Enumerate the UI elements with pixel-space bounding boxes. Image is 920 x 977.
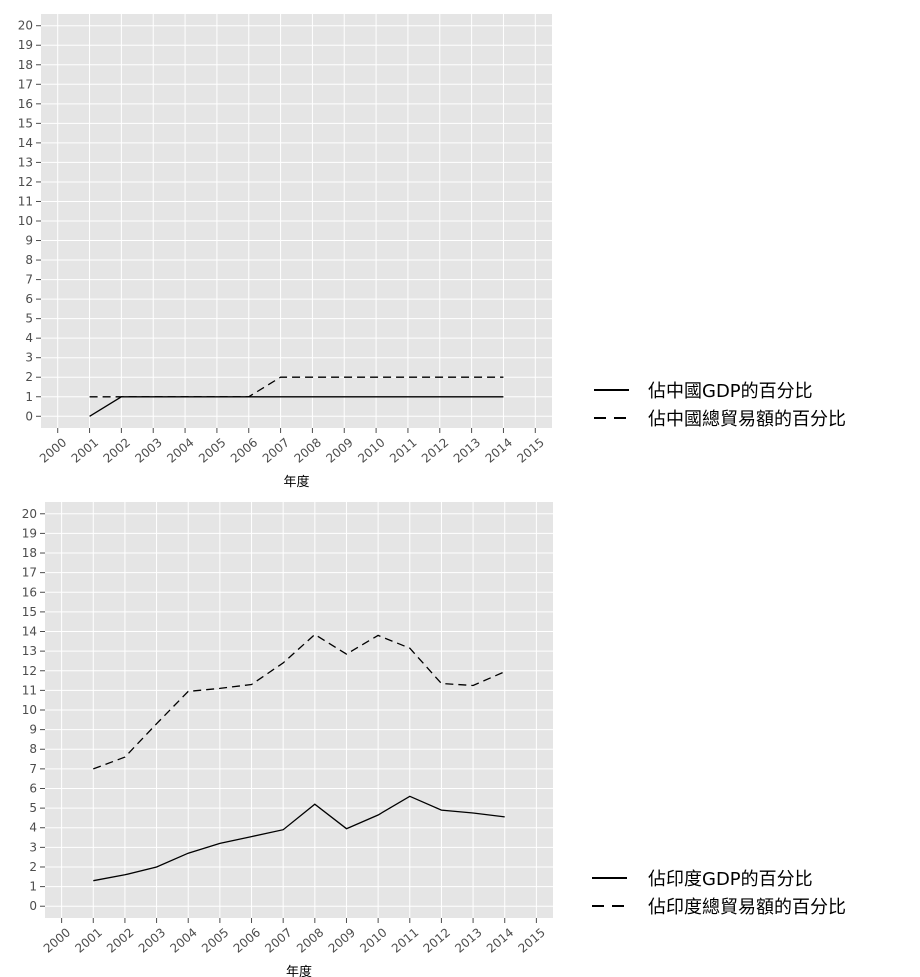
y-tick-label: 4: [25, 331, 33, 345]
y-tick-label: 10: [18, 214, 33, 228]
grid: [41, 14, 552, 428]
legend-label: 佔中國總貿易額的百分比: [648, 409, 846, 430]
x-tick-label: 2003: [136, 925, 168, 955]
x-tick-label: 2001: [72, 925, 104, 955]
series-line-dashed: [93, 633, 505, 770]
x-tick-label: 2006: [231, 925, 263, 955]
x-tick-label: 2012: [421, 925, 453, 955]
y-tick-label: 5: [25, 312, 33, 326]
y-tick-label: 11: [22, 683, 37, 697]
x-tick-label: 2003: [132, 435, 164, 465]
x-tick-label: 2014: [484, 925, 516, 955]
y-tick-label: 7: [29, 762, 37, 776]
x-tick-label: 2005: [196, 435, 228, 465]
y-tick-label: 18: [22, 546, 37, 560]
x-tick-label: 2012: [419, 435, 451, 465]
x-tick-label: 2010: [357, 925, 389, 955]
y-tick-label: 11: [18, 194, 33, 208]
y-tick-label: 18: [18, 58, 33, 72]
y-tick-label: 19: [18, 38, 33, 52]
y-tick-label: 6: [25, 292, 33, 306]
y-tick-label: 3: [25, 351, 33, 365]
legend-label: 佔印度GDP的百分比: [648, 869, 813, 890]
x-tick-label: 2002: [104, 925, 136, 955]
x-tick-label: 2011: [389, 925, 421, 955]
x-tick-label: 2001: [69, 435, 101, 465]
y-tick-label: 17: [22, 566, 37, 580]
y-tick-label: 12: [22, 664, 37, 678]
x-tick-label: 2013: [451, 435, 483, 465]
x-tick-label: 2004: [167, 925, 199, 955]
x-tick-label: 2011: [387, 435, 419, 465]
y-tick-label: 7: [25, 273, 33, 287]
y-tick-label: 15: [22, 605, 37, 619]
x-tick-label: 2007: [262, 925, 294, 955]
legend-label: 佔印度總貿易額的百分比: [648, 897, 846, 918]
x-tick-label: 2015: [514, 435, 546, 465]
grid: [45, 502, 553, 918]
x-tick-label: 2000: [37, 435, 69, 465]
series-line-solid: [93, 795, 505, 882]
y-tick-label: 10: [22, 703, 37, 717]
legend-label: 佔中國GDP的百分比: [648, 381, 813, 402]
y-tick-label: 14: [18, 136, 33, 150]
y-tick-label: 15: [18, 116, 33, 130]
y-tick-label: 4: [29, 821, 37, 835]
x-tick-label: 2008: [292, 435, 324, 465]
y-tick-label: 5: [29, 801, 37, 815]
y-tick-label: 14: [22, 625, 37, 639]
x-axis: 2000 2001 2002 2003 2004 2005 2006 2007 2008 2009…: [41, 918, 548, 956]
x-tick-label: 2009: [323, 435, 355, 465]
y-tick-label: 20: [18, 19, 33, 33]
y-tick-label: 16: [18, 97, 33, 111]
x-tick-label: 2010: [355, 435, 387, 465]
x-tick-label: 2015: [516, 925, 548, 955]
x-tick-label: 2002: [101, 435, 133, 465]
x-axis-title: 年度: [283, 474, 309, 490]
x-tick-label: 2004: [164, 435, 196, 465]
x-tick-label: 2008: [294, 925, 326, 955]
x-tick-label: 2006: [228, 435, 260, 465]
y-tick-label: 8: [25, 253, 33, 267]
y-tick-label: 8: [29, 742, 37, 756]
x-tick-label: 2007: [260, 435, 292, 465]
y-tick-label: 1: [29, 880, 37, 894]
y-tick-label: 17: [18, 77, 33, 91]
series-line-dashed: [89, 376, 504, 398]
y-tick-label: 19: [22, 526, 37, 540]
y-tick-label: 12: [18, 175, 33, 189]
y-tick-label: 0: [25, 409, 33, 423]
x-tick-label: 2005: [199, 925, 231, 955]
x-tick-label: 2014: [483, 435, 515, 465]
y-tick-label: 9: [29, 723, 37, 737]
x-tick-label: 2009: [326, 925, 358, 955]
y-tick-label: 9: [25, 234, 33, 248]
x-tick-label: 2013: [452, 925, 484, 955]
x-axis-title: 年度: [286, 964, 312, 977]
y-tick-label: 13: [18, 155, 33, 169]
x-tick-label: 2000: [41, 925, 73, 955]
y-tick-label: 6: [29, 781, 37, 795]
y-tick-label: 2: [29, 860, 37, 874]
y-tick-label: 13: [22, 644, 37, 658]
y-tick-label: 3: [29, 840, 37, 854]
y-tick-label: 2: [25, 370, 33, 384]
y-tick-label: 1: [25, 390, 33, 404]
y-tick-label: 0: [29, 899, 37, 913]
y-tick-label: 20: [22, 507, 37, 521]
x-axis: 2000 2001 2002 2003 2004 2005 2006 2007 2008 2009…: [37, 428, 547, 466]
y-tick-label: 16: [22, 585, 37, 599]
